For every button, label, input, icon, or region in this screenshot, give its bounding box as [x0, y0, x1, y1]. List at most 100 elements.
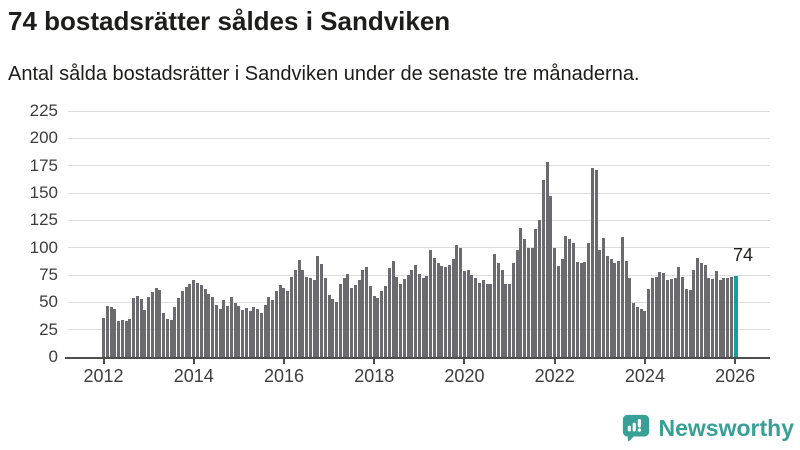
bar: [406, 275, 410, 357]
bar: [669, 279, 673, 357]
bar: [173, 306, 177, 357]
gridline: [68, 137, 770, 139]
bar: [244, 307, 248, 357]
bar: [485, 283, 489, 357]
bar: [278, 284, 282, 357]
bar: [681, 277, 685, 357]
gridline: [68, 192, 770, 194]
x-axis-tick: [373, 359, 376, 364]
bar: [650, 278, 654, 357]
bar: [350, 288, 354, 357]
bar: [500, 269, 504, 357]
bar: [417, 273, 421, 357]
bar: [135, 295, 139, 357]
bar: [305, 277, 309, 357]
gridline: [68, 165, 770, 167]
bar: [169, 319, 173, 357]
bar: [564, 235, 568, 357]
bar: [718, 280, 722, 357]
bar: [666, 280, 669, 357]
x-axis-label: 2014: [173, 366, 214, 386]
bar: [252, 306, 256, 357]
bar: [391, 260, 395, 357]
bar: [545, 162, 549, 357]
bar: [598, 249, 602, 357]
bar: [729, 277, 733, 357]
bar: [338, 283, 342, 357]
bar: [162, 313, 166, 357]
bar: [602, 237, 606, 357]
bar: [568, 238, 572, 357]
bar: [102, 317, 105, 357]
bar: [124, 320, 128, 357]
bar: [421, 278, 425, 357]
y-axis-label: 50: [39, 292, 58, 312]
bar: [538, 220, 542, 357]
x-axis-tick: [463, 359, 466, 364]
bar: [410, 269, 414, 357]
x-axis-tick: [643, 359, 646, 364]
highlight-bar-latest: [733, 276, 738, 357]
bar: [714, 270, 718, 357]
bar: [696, 257, 700, 357]
bar: [387, 268, 391, 357]
bar: [331, 299, 335, 357]
bar: [150, 292, 154, 357]
bar: [414, 265, 418, 357]
bar: [673, 278, 677, 357]
bar: [707, 278, 711, 357]
bar: [504, 283, 508, 357]
bar: [248, 311, 252, 357]
page-title: 74 bostadsrätter såldes i Sandviken: [8, 6, 451, 36]
y-axis-label: 150: [29, 183, 58, 202]
bar: [316, 256, 320, 357]
bar: [684, 289, 688, 357]
bar: [384, 285, 387, 357]
bar: [147, 296, 151, 357]
bar: [481, 280, 485, 357]
bar: [199, 284, 203, 357]
bar: [241, 309, 245, 357]
bar: [617, 260, 621, 357]
bar: [361, 269, 365, 357]
x-axis-label: 2016: [263, 366, 304, 386]
bar: [470, 275, 474, 357]
bar: [722, 278, 726, 357]
bar: [297, 259, 301, 357]
bar: [572, 243, 575, 357]
bar: [207, 293, 211, 357]
x-axis-label: 2020: [444, 366, 485, 386]
brand-footer[interactable]: Newsworthy: [621, 413, 794, 444]
bar: [237, 305, 241, 357]
bar: [560, 258, 564, 357]
bar: [158, 290, 162, 357]
bar: [271, 300, 275, 357]
x-axis-label: 2012: [83, 366, 124, 386]
bar: [293, 269, 297, 357]
bar: [196, 282, 199, 357]
bar: [466, 269, 470, 357]
bar: [523, 238, 527, 357]
bar: [647, 289, 651, 357]
bar: [432, 257, 436, 357]
bar: [233, 303, 237, 357]
bar: [658, 271, 662, 357]
bar: [489, 283, 493, 357]
y-axis-label: 175: [29, 155, 58, 175]
bar: [440, 266, 444, 357]
bar: [478, 282, 481, 357]
bar: [365, 267, 369, 357]
latest-value-label: 74: [732, 245, 754, 265]
bar: [493, 254, 497, 357]
bar: [226, 305, 230, 357]
bar: [534, 229, 538, 357]
bar: [274, 291, 278, 357]
bar: [508, 283, 512, 357]
bar: [632, 303, 636, 357]
bar: [229, 296, 233, 357]
bar: [519, 227, 523, 357]
bar: [165, 318, 169, 357]
bar: [320, 264, 324, 357]
